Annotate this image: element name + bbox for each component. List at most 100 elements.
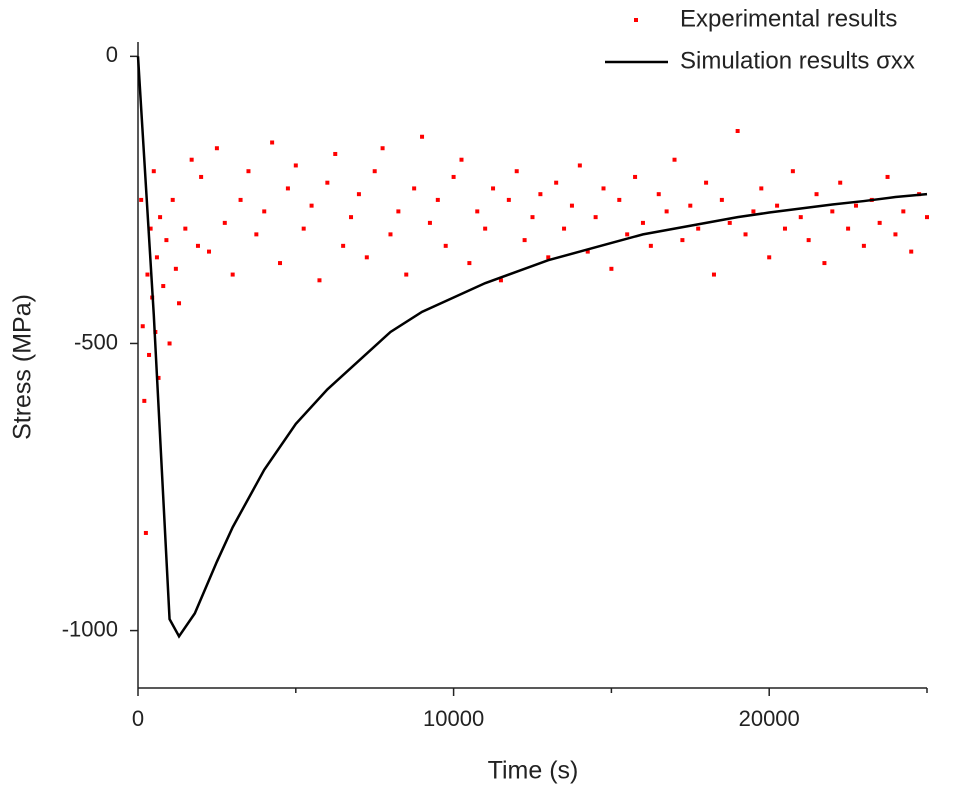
data-point — [846, 226, 851, 231]
data-point — [356, 192, 361, 197]
data-point — [372, 169, 377, 174]
data-point — [262, 209, 267, 214]
data-point — [404, 272, 409, 277]
data-point — [412, 186, 417, 191]
data-point — [719, 197, 724, 202]
data-point — [759, 186, 764, 191]
data-point — [139, 197, 144, 202]
data-point — [170, 197, 175, 202]
data-point — [751, 209, 756, 214]
legend-label: Experimental results — [680, 5, 897, 32]
data-point — [301, 226, 306, 231]
data-point — [158, 215, 163, 220]
data-point — [633, 174, 638, 179]
data-point — [554, 180, 559, 185]
data-point — [522, 238, 527, 243]
data-point — [443, 243, 448, 248]
data-point — [901, 209, 906, 214]
data-point — [885, 174, 890, 179]
data-point — [861, 243, 866, 248]
data-point — [838, 180, 843, 185]
data-point — [142, 398, 147, 403]
data-point — [672, 157, 677, 162]
data-point — [396, 209, 401, 214]
data-point — [151, 169, 156, 174]
data-point — [925, 215, 929, 220]
data-point — [475, 209, 480, 214]
data-point — [148, 226, 153, 231]
data-point — [140, 324, 145, 329]
legend-swatch — [634, 18, 638, 22]
data-point — [364, 255, 369, 260]
data-point — [427, 220, 432, 225]
data-point — [333, 151, 338, 156]
data-point — [704, 180, 709, 185]
data-point — [143, 530, 148, 535]
data-point — [743, 232, 748, 237]
data-point — [782, 226, 787, 231]
data-point — [830, 209, 835, 214]
data-point — [538, 192, 543, 197]
data-point — [546, 255, 551, 260]
data-point — [601, 186, 606, 191]
data-point — [625, 232, 630, 237]
data-point — [727, 220, 732, 225]
data-point — [285, 186, 290, 191]
data-point — [467, 261, 472, 266]
data-point — [309, 203, 314, 208]
data-point — [775, 203, 780, 208]
data-point — [161, 284, 166, 289]
data-point — [246, 169, 251, 174]
data-point — [688, 203, 693, 208]
data-point — [877, 220, 882, 225]
x-axis-label: Time (s) — [488, 757, 579, 785]
x-tick-label: 20000 — [739, 706, 800, 731]
data-point — [154, 255, 159, 260]
data-point — [222, 220, 227, 225]
data-point — [530, 215, 535, 220]
data-point — [195, 243, 200, 248]
data-point — [164, 238, 169, 243]
legend-label: Simulation results σxx — [680, 47, 915, 74]
data-point — [814, 192, 819, 197]
data-point — [514, 169, 519, 174]
data-point — [491, 186, 496, 191]
data-point — [388, 232, 393, 237]
data-point — [577, 163, 582, 168]
data-point — [189, 157, 194, 162]
data-point — [147, 352, 152, 357]
data-point — [909, 249, 914, 254]
data-point — [711, 272, 716, 277]
data-point — [145, 272, 150, 277]
data-point — [230, 272, 235, 277]
data-point — [435, 197, 440, 202]
data-point — [767, 255, 772, 260]
data-point — [317, 278, 322, 283]
data-point — [214, 146, 219, 151]
data-point — [798, 215, 803, 220]
data-point — [609, 266, 614, 271]
data-point — [593, 215, 598, 220]
y-tick-label: -500 — [74, 329, 118, 354]
data-point — [506, 197, 511, 202]
data-point — [735, 129, 740, 134]
y-tick-label: 0 — [106, 42, 118, 67]
data-point — [207, 249, 212, 254]
data-point — [680, 238, 685, 243]
data-point — [380, 146, 385, 151]
data-point — [451, 174, 456, 179]
data-point — [270, 140, 275, 145]
data-point — [349, 215, 354, 220]
data-point — [173, 266, 178, 271]
x-tick-label: 10000 — [423, 706, 484, 731]
data-point — [254, 232, 259, 237]
data-point — [498, 278, 503, 283]
data-point — [238, 197, 243, 202]
data-point — [696, 226, 701, 231]
data-point — [617, 197, 622, 202]
data-point — [853, 203, 858, 208]
data-point — [156, 375, 161, 380]
data-point — [569, 203, 574, 208]
data-point — [341, 243, 346, 248]
